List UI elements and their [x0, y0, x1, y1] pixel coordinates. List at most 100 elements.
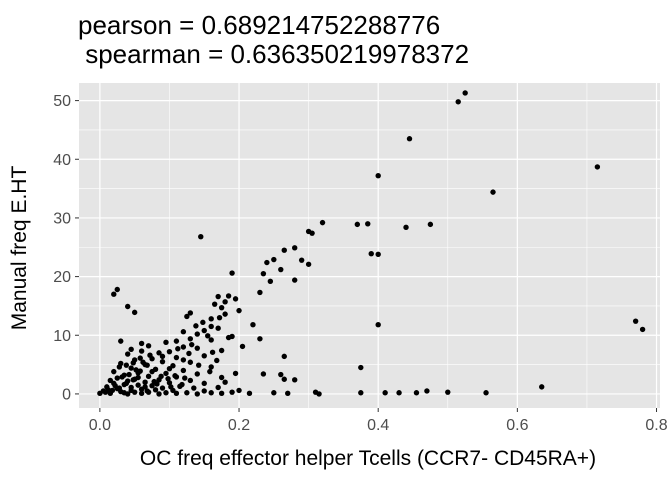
data-point: [257, 336, 263, 342]
data-point: [375, 321, 381, 328]
data-point: [365, 221, 371, 227]
data-point: [137, 355, 143, 361]
data-point: [163, 339, 169, 345]
data-point: [222, 379, 228, 385]
y-tick-label: 0: [62, 386, 71, 403]
data-point: [165, 375, 171, 382]
data-point: [144, 362, 150, 368]
data-point: [163, 390, 169, 396]
data-point: [424, 388, 430, 394]
data-point: [215, 293, 221, 300]
data-point: [156, 391, 162, 397]
chart-title-line-1: pearson = 0.689214752288776: [78, 10, 440, 40]
data-point: [208, 323, 214, 330]
data-point: [173, 354, 180, 361]
data-point: [111, 368, 117, 375]
data-point: [406, 136, 413, 142]
data-point: [138, 348, 145, 354]
y-tick-label: 40: [53, 152, 71, 169]
data-point: [156, 350, 162, 356]
data-point: [145, 373, 152, 380]
data-point: [382, 390, 388, 396]
data-point: [309, 230, 315, 236]
data-point: [271, 256, 277, 263]
data-point: [201, 327, 207, 334]
data-point: [194, 371, 200, 377]
data-point: [179, 381, 185, 388]
data-point: [128, 346, 134, 353]
data-point: [180, 344, 187, 350]
data-point: [133, 367, 139, 373]
data-point: [200, 319, 206, 326]
data-point: [166, 380, 173, 386]
data-point: [102, 389, 109, 395]
data-point: [278, 371, 284, 378]
data-point: [114, 286, 120, 293]
data-point: [205, 333, 211, 339]
data-point: [218, 374, 225, 381]
data-point: [483, 390, 489, 396]
data-point: [281, 353, 287, 360]
data-point: [111, 291, 117, 297]
data-point: [125, 351, 131, 357]
data-point: [208, 364, 214, 370]
data-point: [215, 384, 221, 391]
data-point: [194, 331, 200, 337]
data-point: [184, 390, 190, 396]
y-axis-title: Manual freq E.HT: [8, 166, 31, 331]
data-point: [191, 385, 197, 391]
data-point: [109, 387, 116, 394]
chart-title-line-2: spearman = 0.636350219978372: [78, 39, 469, 69]
data-point: [107, 377, 114, 384]
data-point: [208, 316, 214, 322]
data-point: [97, 390, 103, 397]
data-point: [358, 364, 364, 371]
x-tick-label: 0.6: [506, 417, 528, 434]
data-point: [152, 387, 159, 393]
data-point: [232, 370, 239, 377]
data-point: [267, 278, 274, 284]
data-point: [639, 326, 646, 333]
data-point: [193, 323, 199, 329]
data-point: [201, 388, 207, 394]
data-point: [189, 341, 195, 348]
data-point: [168, 384, 174, 390]
data-point: [305, 261, 312, 267]
data-point: [260, 270, 267, 277]
data-point: [375, 172, 381, 179]
data-point: [186, 350, 192, 357]
data-point: [216, 314, 223, 321]
data-point: [144, 388, 150, 394]
data-point: [116, 364, 123, 370]
data-point: [250, 321, 256, 328]
y-tick-label: 50: [53, 93, 71, 110]
data-point: [239, 343, 246, 350]
data-point: [222, 311, 228, 317]
data-point: [218, 304, 225, 311]
data-point: [187, 377, 194, 384]
x-tick-label: 0.4: [367, 417, 389, 434]
data-point: [285, 390, 291, 397]
data-point: [462, 90, 468, 96]
data-point: [182, 375, 188, 381]
data-point: [594, 164, 601, 170]
data-point: [195, 362, 202, 368]
data-point: [187, 359, 194, 365]
data-point: [292, 277, 298, 283]
data-point: [225, 293, 232, 299]
data-point: [375, 251, 381, 257]
data-point: [316, 391, 322, 397]
data-point: [218, 347, 225, 354]
x-axis-title: OC freq effector helper Tcells (CCR7- CD…: [140, 447, 596, 470]
data-point: [145, 343, 152, 349]
x-tick-label: 0.0: [89, 417, 111, 434]
data-point: [173, 390, 180, 397]
data-point: [180, 357, 187, 363]
data-point: [159, 353, 166, 360]
y-axis-ticks: 0 10 20 30 40 50: [53, 93, 79, 403]
data-point: [175, 346, 181, 352]
data-point: [138, 340, 145, 347]
data-point: [292, 377, 298, 383]
data-point: [184, 313, 190, 320]
data-point: [246, 390, 253, 397]
